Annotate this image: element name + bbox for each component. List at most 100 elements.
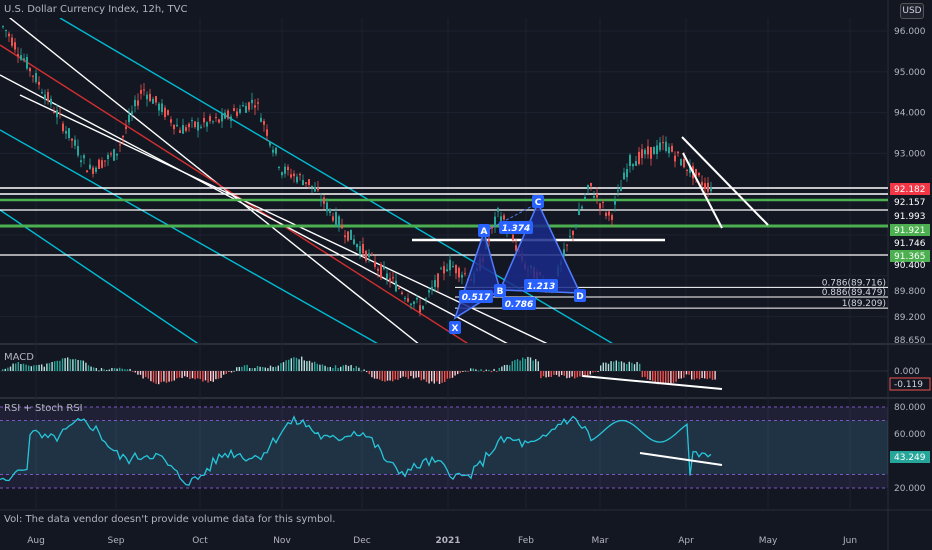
candle-body (389, 278, 391, 283)
macd-bar (485, 369, 487, 371)
macd-bar (428, 371, 430, 384)
candle-body (377, 268, 379, 271)
macd-bar (670, 371, 672, 384)
macd-bar (124, 369, 126, 371)
candle-body (497, 208, 499, 212)
price-marker-label: 91.365 (894, 252, 926, 262)
candle-body (455, 265, 457, 274)
candle-body (95, 167, 97, 172)
macd-bar (74, 358, 77, 371)
candle-body (413, 301, 415, 305)
rsi-tick-label: 20.000 (894, 484, 926, 494)
macd-bar (402, 371, 404, 377)
candle-body (224, 112, 226, 119)
candle-body (617, 190, 619, 192)
macd-bar (251, 368, 253, 371)
macd-bar (373, 371, 376, 379)
macd-bar (168, 371, 170, 382)
candle-body (209, 116, 211, 122)
macd-bar (498, 367, 500, 371)
candle-body (287, 166, 289, 171)
candle-body (59, 113, 61, 115)
candle-body (371, 253, 373, 255)
time-tick-label: May (759, 536, 778, 546)
macd-bar (22, 363, 25, 371)
candle-body (353, 239, 355, 245)
macd-bar (693, 371, 695, 380)
macd-bar (249, 368, 251, 371)
ratio-box (502, 297, 536, 310)
channel-line (0, 44, 469, 343)
candle-body (182, 125, 184, 134)
candle-body (173, 124, 175, 130)
candle-body (434, 280, 436, 287)
candle-body (431, 286, 433, 290)
candle-body (587, 185, 589, 190)
macd-bar (288, 359, 290, 371)
macd-bar (38, 364, 40, 371)
macd-bar (90, 366, 92, 371)
time-axis: Aug Sep Oct Nov Dec 2021 Feb Mar Apr May Jun (27, 536, 857, 546)
candle-body (32, 75, 34, 77)
macd-bar (368, 371, 370, 375)
macd-bar (9, 366, 12, 371)
candle-body (98, 159, 100, 169)
macd-bar (457, 371, 459, 375)
macd-bar (574, 371, 576, 379)
candle-body (299, 173, 301, 176)
candle-body (203, 118, 205, 123)
macd-bar (69, 359, 71, 371)
candle-body (626, 169, 628, 178)
macd-bar (602, 362, 604, 371)
macd-bar (563, 371, 565, 376)
ratio-box (499, 221, 533, 234)
macd-bar (306, 361, 308, 371)
rsi-line (0, 415, 712, 486)
rsi-band (0, 420, 888, 475)
volume-note: Vol: The data vendor doesn't provide vol… (4, 514, 336, 525)
candle-body (101, 160, 103, 168)
macd-bar (475, 369, 477, 371)
macd-bar (280, 363, 282, 371)
candle-body (296, 176, 298, 183)
macd-bar (436, 371, 438, 382)
macd-bar (441, 371, 443, 383)
macd-bar (298, 359, 300, 371)
macd-bar (150, 371, 152, 382)
fib-label: 0.786(89.716) (822, 278, 886, 288)
macd-bar (386, 371, 389, 381)
macd-bar (706, 371, 708, 380)
candle-body (644, 149, 646, 155)
pattern-diagonal (454, 289, 501, 319)
candle-body (707, 182, 709, 192)
macd-bar (667, 371, 669, 384)
macd-bar (579, 371, 581, 377)
macd-bar (418, 371, 420, 378)
candle-body (491, 226, 493, 229)
candle-body (515, 245, 517, 251)
candle-body (56, 110, 58, 118)
price-marker-box (890, 183, 930, 195)
candle-body (41, 92, 43, 94)
macd-bar (142, 371, 144, 379)
macd-bar (493, 368, 495, 371)
macd-bar (67, 357, 69, 371)
macd-bar (659, 371, 662, 383)
macd-bar (639, 363, 641, 371)
macd-bar (290, 358, 292, 371)
candle-body (215, 116, 217, 119)
currency-button[interactable]: USD (900, 3, 924, 19)
macd-bar (199, 371, 201, 380)
macd-bar (662, 371, 664, 385)
macd-bar (542, 371, 545, 377)
macd-bar (223, 371, 225, 375)
candle-body (662, 142, 664, 144)
macd-bar (186, 371, 188, 378)
candle-body (365, 250, 367, 261)
macd-bar (397, 371, 399, 380)
candle-body (392, 277, 394, 279)
candle-body (584, 197, 586, 200)
macd-bar (119, 367, 121, 371)
macd-bar (64, 358, 66, 371)
